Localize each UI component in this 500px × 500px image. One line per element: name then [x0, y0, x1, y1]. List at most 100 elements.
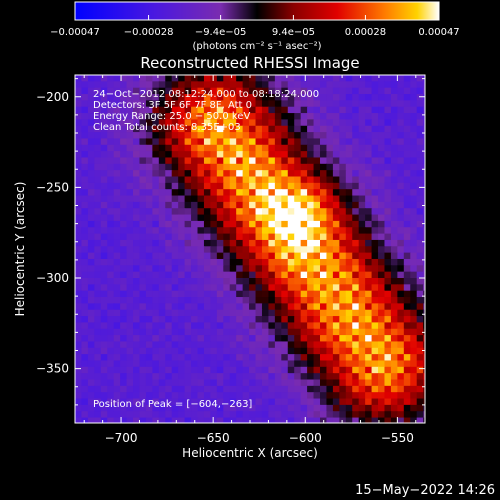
- heatmap-cell: [216, 113, 224, 121]
- heatmap-cell: [178, 239, 186, 247]
- heatmap-cell: [261, 328, 270, 336]
- heatmap-cell: [126, 151, 134, 159]
- heatmap-cell: [417, 424, 424, 431]
- heatmap-cell: [113, 379, 121, 387]
- heatmap-cell: [229, 233, 237, 241]
- heatmap-cell: [294, 252, 302, 260]
- heatmap-cell: [384, 379, 392, 387]
- heatmap-cell: [139, 385, 147, 393]
- heatmap-cell: [184, 214, 192, 222]
- heatmap-cell: [274, 284, 282, 292]
- heatmap-cell: [268, 239, 276, 247]
- heatmap-cell: [274, 335, 282, 343]
- heatmap-cell: [365, 347, 373, 355]
- heatmap-cell: [378, 100, 386, 108]
- heatmap-cell: [236, 271, 244, 279]
- heatmap-cell: [236, 220, 244, 228]
- heatmap-cell: [300, 106, 308, 114]
- heatmap-cell: [81, 170, 89, 178]
- heatmap-cell: [390, 366, 398, 374]
- heatmap-cell: [410, 398, 418, 406]
- heatmap-cell: [287, 208, 295, 216]
- heatmap-cell: [87, 417, 95, 423]
- heatmap-cell: [158, 385, 166, 393]
- heatmap-cell: [223, 303, 231, 311]
- heatmap-cell: [152, 354, 160, 362]
- heatmap-cell: [120, 297, 128, 304]
- heatmap-cell: [203, 195, 211, 203]
- heatmap-cell: [268, 106, 276, 114]
- heatmap-cell: [261, 322, 270, 330]
- heatmap-cell: [81, 366, 89, 374]
- heatmap-cell: [184, 258, 192, 266]
- heatmap-cell: [87, 392, 95, 400]
- heatmap-cell: [120, 113, 128, 121]
- heatmap-cell: [242, 189, 250, 197]
- heatmap-cell: [158, 132, 166, 140]
- heatmap-cell: [307, 182, 315, 190]
- heatmap-cell: [378, 297, 386, 304]
- heatmap-cell: [384, 411, 392, 419]
- heatmap-cell: [126, 106, 134, 114]
- heatmap-cell: [120, 309, 128, 317]
- heatmap-cell: [216, 233, 224, 241]
- heatmap-cell: [152, 125, 160, 133]
- heatmap-cell: [294, 271, 302, 279]
- heatmap-cell: [203, 119, 211, 127]
- heatmap-cell: [152, 278, 160, 285]
- heatmap-cell: [100, 303, 108, 311]
- heatmap-cell: [365, 341, 373, 349]
- heatmap-cell: [390, 176, 398, 184]
- heatmap-cell: [397, 328, 405, 336]
- heatmap-cell: [81, 297, 89, 304]
- heatmap-cell: [326, 341, 334, 349]
- heatmap-cell: [255, 144, 263, 152]
- heatmap-cell: [294, 208, 302, 216]
- heatmap-cell: [249, 246, 257, 254]
- heatmap-cell: [152, 151, 160, 159]
- heatmap-cell: [261, 94, 270, 101]
- heatmap-cell: [171, 328, 179, 336]
- heatmap-cell: [236, 170, 244, 178]
- heatmap-cell: [197, 335, 205, 343]
- heatmap-cell: [313, 354, 321, 362]
- heatmap-cell: [249, 233, 257, 241]
- heatmap-cell: [403, 227, 411, 235]
- heatmap-cell: [184, 208, 192, 216]
- heatmap-cell: [165, 182, 173, 190]
- heatmap-cell: [223, 157, 231, 165]
- heatmap-cell: [326, 354, 334, 362]
- heatmap-cell: [171, 417, 179, 423]
- heatmap-cell: [397, 94, 405, 101]
- heatmap-cell: [326, 138, 334, 146]
- heatmap-cell: [191, 297, 199, 304]
- heatmap-cell: [81, 290, 89, 298]
- heatmap-cell: [365, 182, 373, 190]
- heatmap-cell: [158, 170, 166, 178]
- heatmap-cell: [261, 335, 270, 343]
- heatmap-cell: [410, 392, 418, 400]
- heatmap-cell: [203, 411, 211, 419]
- heatmap-cell: [172, 424, 179, 431]
- heatmap-cell: [171, 125, 179, 133]
- heatmap-cell: [403, 75, 411, 82]
- heatmap-cell: [184, 182, 192, 190]
- heatmap-cell: [197, 398, 205, 406]
- heatmap-cell: [203, 271, 211, 279]
- heatmap-cell: [255, 328, 263, 336]
- heatmap-cell: [326, 113, 334, 121]
- heatmap-cell: [313, 328, 321, 336]
- heatmap-cell: [397, 303, 405, 311]
- heatmap-cell: [107, 239, 115, 247]
- heatmap-cell: [352, 366, 360, 374]
- heatmap-cell: [313, 417, 321, 423]
- heatmap-cell: [287, 106, 295, 114]
- heatmap-cell: [191, 303, 199, 311]
- heatmap-cell: [320, 246, 328, 254]
- heatmap-cell: [390, 189, 398, 197]
- heatmap-cell: [255, 404, 263, 412]
- heatmap-cell: [313, 125, 321, 133]
- heatmap-cell: [416, 303, 424, 311]
- heatmap-cell: [287, 75, 295, 82]
- heatmap-cell: [100, 195, 108, 203]
